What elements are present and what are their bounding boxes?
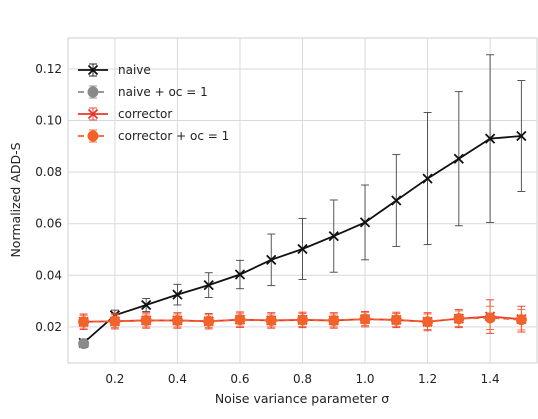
- data-point: [515, 314, 527, 326]
- data-point: [390, 314, 402, 326]
- data-point: [297, 243, 308, 255]
- legend-entry: naive + oc = 1: [78, 85, 208, 99]
- marker-stroke: [141, 299, 152, 311]
- data-point: [484, 133, 496, 144]
- data-point: [203, 315, 215, 327]
- legend-entry: corrector + oc = 1: [78, 129, 229, 143]
- data-point: [140, 314, 152, 326]
- y-tick-label: 0.06: [35, 217, 62, 231]
- data-point: [78, 338, 90, 350]
- data-point: [172, 289, 183, 300]
- series-line: [83, 316, 522, 323]
- marker-stroke: [87, 64, 99, 76]
- data-point: [453, 153, 464, 164]
- x-tick-label: 1.4: [481, 372, 500, 386]
- marker-stroke: [87, 108, 99, 120]
- y-tick-label: 0.02: [35, 320, 62, 334]
- y-tick-labels: 0.02 0.04 0.06 0.08 0.10 0.12: [35, 62, 62, 334]
- series-naive: [78, 54, 527, 349]
- legend-label: corrector: [118, 107, 172, 121]
- data-point: [484, 312, 496, 324]
- legend-entry: corrector: [78, 107, 172, 121]
- x-tick-label: 0.6: [230, 372, 249, 386]
- marker-stroke: [516, 130, 527, 142]
- data-point: [234, 314, 246, 326]
- series-layer: [78, 54, 527, 350]
- data-point: [453, 313, 465, 325]
- y-axis-label: Normalized ADD-S: [8, 142, 23, 257]
- data-point: [266, 254, 277, 265]
- y-tick-label: 0.10: [35, 114, 62, 128]
- data-point: [422, 316, 434, 328]
- legend-marker: [87, 64, 99, 76]
- marker-stroke: [266, 254, 277, 265]
- data-point: [328, 230, 339, 242]
- marker-stroke: [328, 230, 339, 242]
- data-point: [78, 316, 90, 328]
- legend-entry: naive: [78, 63, 151, 77]
- marker-stroke: [484, 133, 496, 144]
- x-tick-label: 1.0: [355, 372, 374, 386]
- series-naive-oc-1: [78, 338, 90, 350]
- legend-marker: [87, 108, 99, 120]
- data-point: [422, 173, 433, 184]
- data-point: [171, 314, 183, 326]
- x-tick-label: 1.2: [418, 372, 437, 386]
- marker-stroke: [391, 195, 402, 206]
- data-point: [328, 314, 340, 326]
- x-tick-label: 0.4: [168, 372, 187, 386]
- data-point: [391, 195, 402, 206]
- legend-marker: [87, 86, 99, 98]
- marker-stroke: [359, 217, 371, 228]
- marker-stroke: [297, 243, 308, 255]
- legend-label: corrector + oc = 1: [118, 129, 229, 143]
- data-point: [265, 314, 277, 326]
- data-point: [234, 269, 246, 280]
- legend-label: naive: [118, 63, 151, 77]
- marker-stroke: [453, 153, 464, 164]
- legend-label: naive + oc = 1: [118, 85, 208, 99]
- series-corrector-oc-1: [78, 305, 527, 331]
- legend-marker: [87, 130, 99, 142]
- data-point: [297, 314, 308, 326]
- y-tick-label: 0.04: [35, 268, 62, 282]
- marker-stroke: [422, 173, 433, 184]
- x-axis-label: Noise variance parameter σ: [215, 391, 389, 406]
- y-tick-label: 0.12: [35, 62, 62, 76]
- marker-stroke: [234, 269, 246, 280]
- legend: naive naive + oc = 1 corrector corrector + …: [78, 63, 229, 143]
- marker-stroke: [172, 289, 183, 300]
- data-point: [141, 299, 152, 311]
- data-point: [359, 217, 371, 228]
- data-point: [109, 315, 121, 327]
- x-tick-label: 0.2: [105, 372, 124, 386]
- x-tick-labels: 0.2 0.4 0.6 0.8 1.0 1.2 1.4: [105, 372, 499, 386]
- data-point: [203, 279, 214, 291]
- data-point: [516, 130, 527, 142]
- data-point: [359, 313, 371, 325]
- y-tick-label: 0.08: [35, 165, 62, 179]
- marker-stroke: [203, 279, 214, 291]
- x-tick-label: 0.8: [293, 372, 312, 386]
